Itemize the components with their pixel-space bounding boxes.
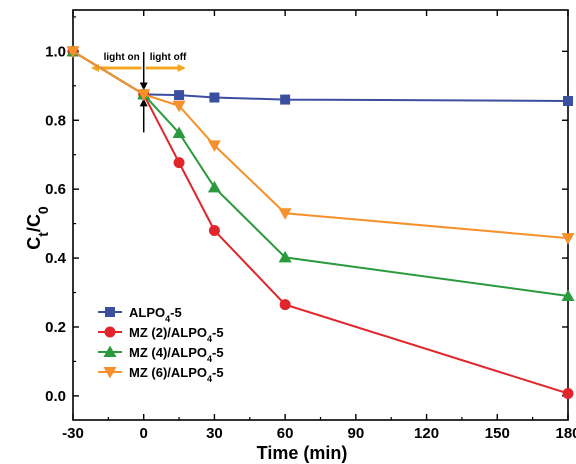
x-tick-label: 30 xyxy=(206,425,223,442)
data-point xyxy=(137,89,151,101)
data-point xyxy=(207,140,221,152)
series-line xyxy=(72,50,569,297)
legend-item: MZ (2)/ALPO4-5 xyxy=(98,325,224,344)
legend-label: MZ (4)/ALPO4-5 xyxy=(129,345,224,364)
x-tick-label: 150 xyxy=(485,425,510,442)
x-tick-label: 60 xyxy=(277,425,294,442)
light-off-label: light off xyxy=(150,52,187,63)
legend-marker xyxy=(103,367,117,379)
series-layer xyxy=(66,44,575,399)
series-line xyxy=(72,50,569,395)
series-3 xyxy=(66,46,575,245)
y-tick-label: 0.4 xyxy=(45,250,67,267)
data-point xyxy=(209,92,220,103)
series-line xyxy=(72,50,569,240)
legend-marker xyxy=(104,326,116,338)
data-point xyxy=(280,94,291,105)
data-point xyxy=(278,250,292,263)
x-tick-label: 0 xyxy=(140,425,148,442)
data-point xyxy=(563,95,573,106)
data-point xyxy=(172,126,186,138)
data-point xyxy=(208,225,220,237)
data-point xyxy=(562,387,574,399)
legend-item: MZ (4)/ALPO4-5 xyxy=(98,345,224,364)
y-axis: 0.0 0.2 0.4 0.6 0.8 1.0 xyxy=(45,16,568,405)
data-point xyxy=(173,157,185,169)
series-2 xyxy=(66,44,575,301)
data-point xyxy=(561,289,575,301)
x-axis: -30 0 30 60 90 120 150 180 xyxy=(62,10,576,442)
light-on-label: light on xyxy=(104,52,140,63)
x-tick-label: 120 xyxy=(414,425,439,442)
data-point xyxy=(278,208,292,220)
data-point xyxy=(561,233,575,245)
x-tick-label: 180 xyxy=(555,425,576,442)
x-tick-label: -30 xyxy=(62,425,84,442)
data-point xyxy=(279,299,291,311)
x-axis-title: Time (min) xyxy=(257,443,348,463)
data-point xyxy=(66,46,80,58)
legend-marker xyxy=(103,345,117,357)
y-tick-label: 0.6 xyxy=(45,181,66,198)
y-tick-label: 0.8 xyxy=(45,112,66,129)
legend-marker xyxy=(105,307,115,317)
data-point xyxy=(172,100,186,113)
y-tick-label: 1.0 xyxy=(45,43,66,60)
data-point xyxy=(174,90,185,101)
y-tick-label: 0.0 xyxy=(45,388,66,405)
y-tick-label: 0.2 xyxy=(45,319,66,336)
legend-label: ALPO4-5 xyxy=(129,305,182,324)
light-annotations: light on light off xyxy=(91,52,187,133)
x-tick-label: 90 xyxy=(348,425,365,442)
y-axis-title: Ct/C0 xyxy=(24,206,51,250)
data-point xyxy=(207,180,221,193)
legend-label: MZ (2)/ALPO4-5 xyxy=(129,325,224,344)
legend: ALPO4-5MZ (2)/ALPO4-5MZ (4)/ALPO4-5MZ (6… xyxy=(98,305,224,384)
legend-item: ALPO4-5 xyxy=(98,305,182,324)
legend-label: MZ (6)/ALPO4-5 xyxy=(129,365,224,384)
legend-item: MZ (6)/ALPO4-5 xyxy=(98,365,224,384)
